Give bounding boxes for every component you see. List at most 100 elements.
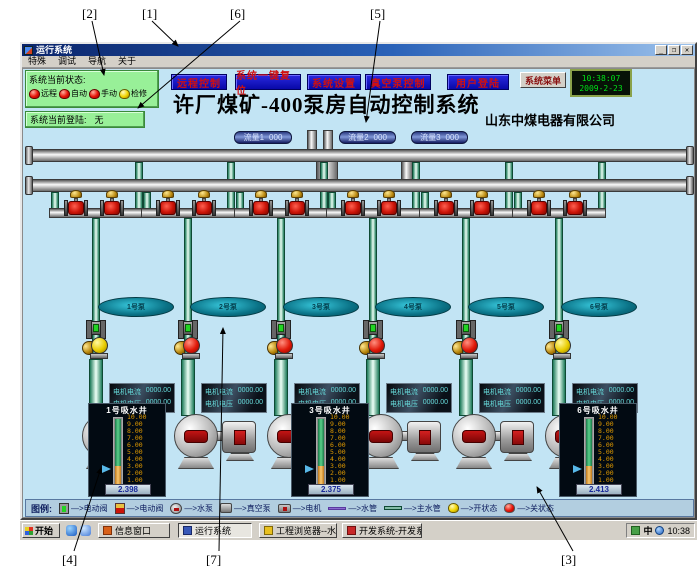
quick-launch-icon[interactable] <box>66 525 77 536</box>
dome-valve[interactable] <box>82 337 110 361</box>
valve-icon <box>114 502 125 514</box>
restore-button[interactable]: ❐ <box>668 45 680 55</box>
minimize-button[interactable]: _ <box>655 45 667 55</box>
remote-led-icon <box>29 88 40 99</box>
callout-6: [6] <box>230 6 246 21</box>
check-valve[interactable] <box>86 320 106 339</box>
callout-4: [4] <box>62 552 78 567</box>
legend-electric-valve-1: —>电动阀 <box>59 502 108 514</box>
tray-icon[interactable] <box>655 526 665 535</box>
remote-control-button[interactable]: 远程控制 <box>171 74 227 90</box>
electric-valve[interactable] <box>341 190 365 218</box>
system-reset-button[interactable]: 系统一键复位 <box>235 71 301 97</box>
pump-motor[interactable] <box>407 421 441 453</box>
electric-valve[interactable] <box>470 190 494 218</box>
electric-valve[interactable] <box>285 190 309 218</box>
pump-pedestal <box>178 457 214 469</box>
electric-valve[interactable] <box>527 190 551 218</box>
dome-valve[interactable] <box>452 337 480 361</box>
system-status-panel: 系统当前状态: 远程 自动 手动 检修 <box>25 70 159 108</box>
window-title: 运行系统 <box>36 45 73 55</box>
water-pipe-icon <box>328 506 347 510</box>
taskbar: 开始 信息窗口 运行系统 工程浏览器--水泵房监... 开发系统-开发系统 中 … <box>20 520 697 540</box>
system-menu-button[interactable]: 系统菜单 <box>520 72 566 88</box>
task-dev-system[interactable]: 开发系统-开发系统 <box>342 523 422 538</box>
check-valve[interactable] <box>271 320 291 339</box>
check-valve[interactable] <box>456 320 476 339</box>
dome-valve[interactable] <box>267 337 295 361</box>
legend-main-pipe: —>主水管 <box>384 503 441 514</box>
well-gauge-1: 1号吸水井 10.00 9.00 8.00 7.00 6.00 5.00 4.0… <box>88 403 166 497</box>
pump-label-oval: 5号泵 <box>468 297 544 317</box>
electric-valve[interactable] <box>64 190 88 218</box>
electric-valve[interactable] <box>563 190 587 218</box>
dome-valve[interactable] <box>359 337 387 361</box>
system-settings-button[interactable]: 系统设置 <box>307 74 361 90</box>
pump-icon <box>170 502 183 514</box>
check-valve[interactable] <box>363 320 383 339</box>
task-run-system[interactable]: 运行系统 <box>178 523 252 538</box>
close-button[interactable]: ✕ <box>681 45 693 55</box>
project-browser-icon <box>264 526 273 535</box>
menu-item-special[interactable]: 特殊 <box>28 56 47 66</box>
gauge-ticks: 10.00 9.00 8.00 7.00 6.00 5.00 4.00 3.00… <box>330 413 350 484</box>
info-window-icon <box>103 526 112 535</box>
quick-launch-icon[interactable] <box>80 525 91 536</box>
pump-station-5: 5号泵 电机电流 0000.00 电机电压 0000.00 <box>401 157 547 473</box>
callout-2: [2] <box>82 6 98 21</box>
start-button[interactable]: 开始 <box>22 523 60 538</box>
well-gauge-3: 3号吸水井 10.00 9.00 8.00 7.00 6.00 5.00 4.0… <box>291 403 369 497</box>
callout-7: [7] <box>206 552 222 567</box>
led-remote: 远程 <box>29 88 57 99</box>
clock-time: 10:38:07 <box>581 73 621 83</box>
dome-valve[interactable] <box>545 337 573 361</box>
tray-app-icon[interactable] <box>631 526 641 535</box>
pump-station-2: 2号泵 电机电流 0000.00 电机电压 0000.00 <box>123 157 269 473</box>
vacuum-pump-button[interactable]: 真空泵控制 <box>365 74 431 90</box>
legend-bar: 图例: —>电动阀 —>电动阀 —>水泵 —>真空泵 —>电机 —>水管 —>主… <box>25 499 694 517</box>
ime-indicator[interactable]: 中 <box>643 526 653 536</box>
auto-led-icon <box>59 88 70 99</box>
company-name: 山东中煤电器有限公司 <box>485 113 616 128</box>
level-reading: 2.413 <box>576 484 622 495</box>
electric-valve[interactable] <box>156 190 180 218</box>
electric-valve[interactable] <box>192 190 216 218</box>
menu-item-debug[interactable]: 调试 <box>58 56 77 66</box>
legend-title: 图例: <box>31 503 52 514</box>
pipe-flange <box>686 146 694 165</box>
electric-valve[interactable] <box>377 190 401 218</box>
menu-item-about[interactable]: 关于 <box>118 56 137 66</box>
valve-icon <box>59 502 69 514</box>
electric-valve[interactable] <box>434 190 458 218</box>
dome-valve[interactable] <box>174 337 202 361</box>
pipe <box>274 359 288 416</box>
legend-motor: —>电机 <box>277 503 321 514</box>
check-valve[interactable] <box>549 320 569 339</box>
callout-1: [1] <box>142 6 158 21</box>
tray-clock: 10:38 <box>667 525 690 536</box>
menu-item-navigate[interactable]: 导航 <box>88 56 107 66</box>
check-valve[interactable] <box>178 320 198 339</box>
electric-valve[interactable] <box>249 190 273 218</box>
water-pump[interactable] <box>452 414 496 458</box>
task-project-browser[interactable]: 工程浏览器--水泵房监... <box>259 523 337 538</box>
pump-pedestal <box>456 457 492 469</box>
pump-label-oval: 4号泵 <box>375 297 451 317</box>
level-tube <box>584 417 594 486</box>
led-overhaul: 检修 <box>119 88 147 99</box>
pump-motor[interactable] <box>222 421 256 453</box>
pump-motor[interactable] <box>500 421 534 453</box>
closed-state-icon <box>504 503 516 513</box>
gauge-ticks: 10.00 9.00 8.00 7.00 6.00 5.00 4.00 3.00… <box>598 413 618 484</box>
user-login-button[interactable]: 用户登陆 <box>447 74 509 90</box>
overhaul-led-icon <box>119 88 130 99</box>
level-tube <box>316 417 326 486</box>
motor-icon <box>277 503 291 513</box>
app-icon <box>24 45 33 55</box>
electric-valve[interactable] <box>100 190 124 218</box>
level-reading: 2.375 <box>308 484 354 495</box>
task-info-window[interactable]: 信息窗口 <box>98 523 170 538</box>
pipe-flange <box>25 146 33 165</box>
water-pump[interactable] <box>174 414 218 458</box>
